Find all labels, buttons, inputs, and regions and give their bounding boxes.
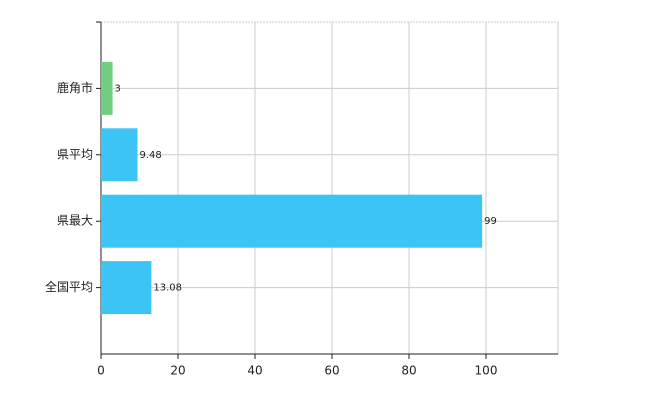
x-tick-label: 20: [170, 364, 185, 378]
bar: [101, 194, 483, 248]
x-tick-label: 100: [475, 364, 498, 378]
bar: [101, 128, 138, 182]
value-label: 9.48: [139, 150, 161, 161]
x-tick-label: 80: [401, 364, 416, 378]
x-tick-label: 40: [247, 364, 262, 378]
bar: [101, 61, 113, 115]
x-tick-label: 0: [97, 364, 105, 378]
value-label: 99: [484, 216, 497, 227]
value-label: 3: [115, 83, 121, 94]
y-tick-label: 全国平均: [45, 279, 93, 294]
y-tick-label: 鹿角市: [57, 80, 93, 95]
y-tick-label: 県平均: [57, 147, 93, 161]
value-label: 13.08: [153, 283, 182, 294]
y-tick-label: 県最大: [57, 214, 93, 228]
bar: [101, 261, 152, 315]
x-tick-label: 60: [324, 364, 339, 378]
